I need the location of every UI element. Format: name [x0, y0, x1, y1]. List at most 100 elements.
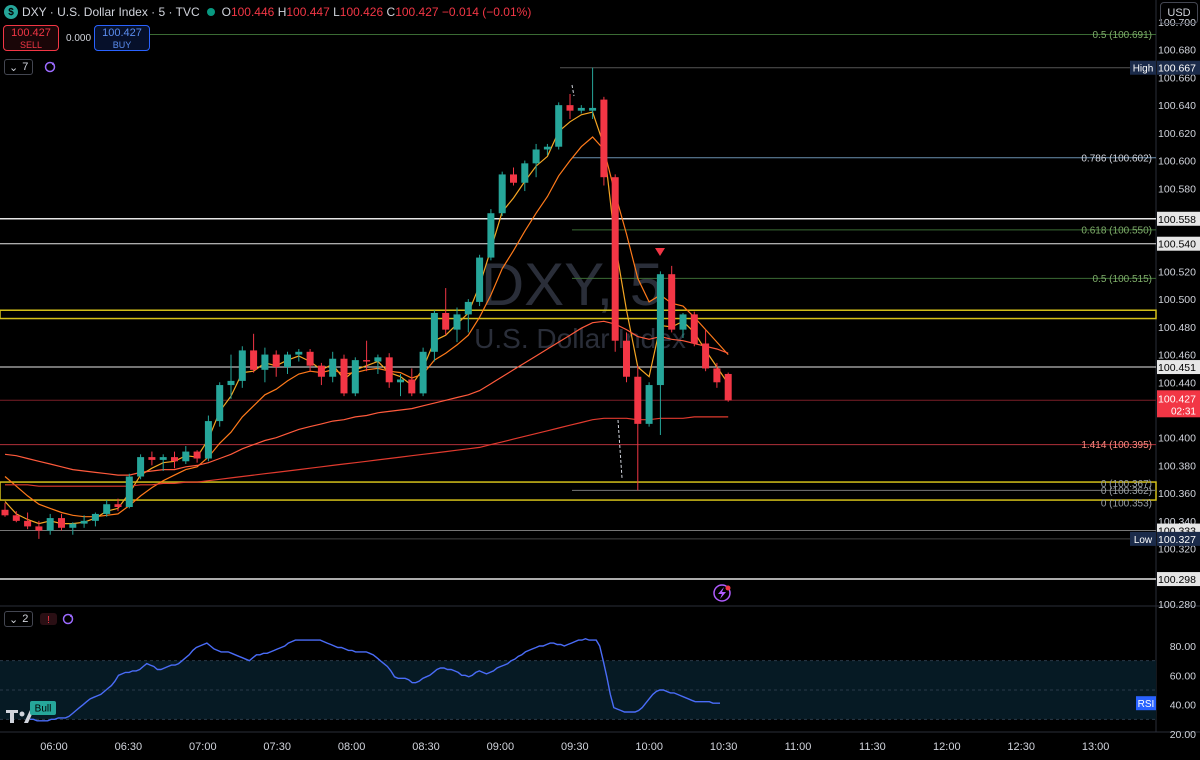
candle — [385, 353, 393, 388]
candle — [589, 67, 597, 119]
alert-bolt-icon[interactable] — [713, 584, 731, 602]
candle-body — [306, 351, 314, 366]
candle — [656, 271, 664, 435]
wick-dash — [571, 84, 575, 97]
sell-label: SELL — [19, 40, 43, 50]
symbol-watermark: DXY, 5 U.S. Dollar Index — [474, 251, 686, 354]
indicators-toggle[interactable]: ⌄ 7 — [4, 59, 34, 75]
rsi-pane — [0, 637, 1156, 722]
candle-body — [487, 213, 495, 258]
candle-body — [442, 313, 450, 330]
candle-body — [374, 357, 382, 362]
rsi-pane-controls[interactable]: ! — [40, 612, 78, 626]
fib-label-0618: 0.618 (100.550) — [1081, 225, 1152, 236]
fib-label-0786: 0.786 (100.602) — [1081, 153, 1152, 164]
watermark-symbol: DXY, 5 — [481, 251, 663, 318]
candle-body — [679, 314, 687, 330]
symbol-title[interactable]: DXY · U.S. Dollar Index · 5 · TVC — [22, 5, 200, 19]
low-tag-box — [1130, 531, 1156, 546]
rsi-tag-bg — [1136, 696, 1156, 711]
candle — [125, 473, 133, 509]
low-price-tag-bg — [1157, 531, 1200, 546]
sell-button[interactable]: 100.427 SELL — [3, 25, 59, 51]
candle — [216, 382, 224, 427]
dollar-logo-icon: $ — [4, 5, 18, 19]
candle — [317, 362, 325, 386]
time-tick: 08:00 — [338, 741, 366, 753]
candle — [623, 332, 630, 383]
currency-label: USD — [1167, 7, 1191, 19]
high-price-tag-bg — [1157, 60, 1200, 75]
sell-price: 100.427 — [11, 27, 51, 39]
current-price-tag: 100.427 — [1158, 393, 1196, 405]
time-tick: 13:00 — [1082, 741, 1110, 753]
candle — [555, 102, 563, 150]
candle — [476, 254, 484, 307]
time-tick: 06:30 — [115, 741, 143, 753]
candle-body — [148, 457, 156, 460]
rsi-tag-label: RSI — [1138, 699, 1155, 710]
candle-body — [510, 174, 517, 183]
candle-body — [159, 457, 167, 460]
candle — [193, 450, 201, 463]
currency-selector[interactable]: USD — [1160, 2, 1198, 24]
candle — [69, 522, 77, 535]
time-axis[interactable]: 06:00 06:30 07:00 07:30 08:00 08:30 09:00 09:30… — [40, 741, 1109, 753]
candle — [611, 174, 619, 352]
price-tick: 100.360 — [1158, 488, 1196, 500]
buy-button[interactable]: 100.427 BUY — [94, 25, 150, 51]
level-tag-100451: 100.451 — [1157, 360, 1200, 375]
spread-value: 0.000 — [66, 33, 92, 44]
candle — [261, 347, 269, 383]
candle — [713, 362, 721, 388]
market-status-dot — [206, 8, 215, 16]
candle-body — [498, 174, 506, 214]
candle — [668, 265, 676, 333]
price-tick: 100.580 — [1158, 183, 1196, 195]
candle-body — [317, 365, 325, 377]
candle — [250, 333, 258, 373]
candle — [634, 365, 642, 491]
candle-body — [24, 520, 32, 527]
candle — [58, 513, 65, 531]
candle — [645, 382, 653, 427]
candle-body — [656, 274, 664, 386]
demand-zone — [0, 481, 1157, 501]
candle-body — [171, 457, 178, 462]
rsi-tick: 80.00 — [1170, 641, 1196, 653]
bull-badge: Bull — [30, 701, 56, 715]
price-tick: 100.500 — [1158, 294, 1196, 306]
candle-body — [284, 354, 291, 368]
fib-label-0-b: 0 (100.362) — [1101, 486, 1152, 497]
candle-body — [623, 340, 630, 377]
candle — [114, 498, 122, 512]
candle — [702, 329, 710, 372]
symbol-header[interactable]: $ DXY · U.S. Dollar Index · 5 · TVC O100… — [4, 4, 531, 20]
level-tag-100540-bg — [1157, 236, 1200, 251]
supply-zone — [0, 309, 1157, 320]
time-tick: 10:30 — [710, 741, 738, 753]
candle-body — [204, 421, 212, 459]
candle — [543, 143, 551, 156]
candle — [340, 354, 348, 397]
candle-body — [329, 358, 337, 377]
candle-body — [363, 360, 371, 362]
price-axis[interactable]: 100.700100.680100.660100.640100.620100.6… — [1158, 17, 1196, 611]
svg-text:!: ! — [47, 615, 50, 626]
indicator-count: 7 — [22, 61, 29, 73]
candle — [148, 451, 156, 466]
candle — [351, 357, 359, 397]
low-price-tag-text: 100.327 — [1158, 534, 1196, 546]
candle-body — [58, 518, 65, 528]
candle-body — [91, 513, 99, 521]
price-tick: 100.400 — [1158, 433, 1196, 445]
candles — [1, 67, 732, 539]
price-tick: 100.620 — [1158, 128, 1196, 140]
candle — [374, 354, 382, 374]
change-value: −0.014 (−0.01%) — [441, 5, 532, 19]
high-price-tag-text: 100.667 — [1158, 63, 1196, 75]
sync-icon[interactable] — [43, 60, 57, 74]
rsi-indicators-toggle[interactable]: ⌄ 2 — [4, 611, 34, 627]
candle — [284, 351, 291, 374]
